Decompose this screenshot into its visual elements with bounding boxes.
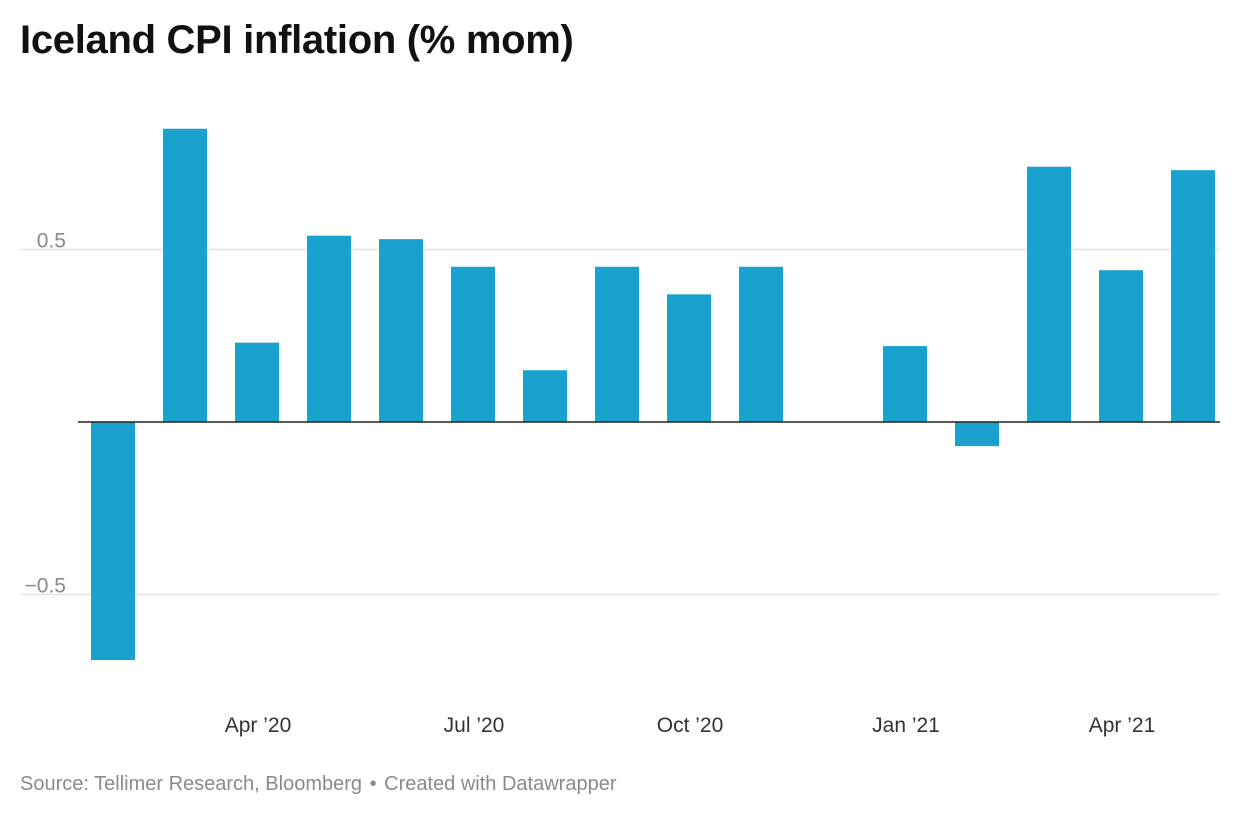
x-tick-label: Apr ’21 — [1089, 714, 1156, 737]
bar — [739, 266, 783, 422]
x-tick-label: Apr ’20 — [225, 714, 292, 737]
bar — [1099, 270, 1143, 422]
x-tick-label: Jul ’20 — [444, 714, 505, 737]
bar — [883, 346, 927, 422]
bar — [163, 128, 207, 422]
bar — [451, 266, 495, 422]
chart-footer: Source: Tellimer Research, Bloomberg • C… — [20, 773, 617, 796]
bar — [379, 239, 423, 422]
footer-separator: • — [369, 773, 377, 795]
y-tick-label: 0.5 — [37, 230, 66, 253]
y-axis-labels: 0.5 −0.5 — [25, 230, 66, 598]
bar — [307, 235, 351, 422]
chart-title: Iceland CPI inflation (% mom) — [20, 18, 574, 62]
x-axis-labels: Apr ’20 Jul ’20 Oct ’20 Jan ’21 Apr ’21 — [225, 714, 1156, 737]
bar — [955, 422, 999, 447]
x-tick-label: Oct ’20 — [657, 714, 724, 737]
credit-note: Created with Datawrapper — [384, 773, 617, 795]
bar — [667, 294, 711, 422]
bar — [1027, 166, 1071, 422]
bar — [523, 370, 567, 422]
bar — [91, 422, 135, 661]
bar-chart: 0.5−0.5 Apr ’20 Jul ’20 Oct ’20 Jan ’21 Apr … — [20, 128, 1220, 737]
bar — [1171, 170, 1215, 422]
bar — [595, 266, 639, 422]
x-tick-label: Jan ’21 — [872, 714, 940, 737]
bars — [91, 128, 1215, 661]
gridlines — [20, 248, 1220, 596]
y-tick-label: −0.5 — [25, 575, 66, 598]
bar — [235, 342, 279, 422]
source-note: Source: Tellimer Research, Bloomberg — [20, 773, 363, 795]
